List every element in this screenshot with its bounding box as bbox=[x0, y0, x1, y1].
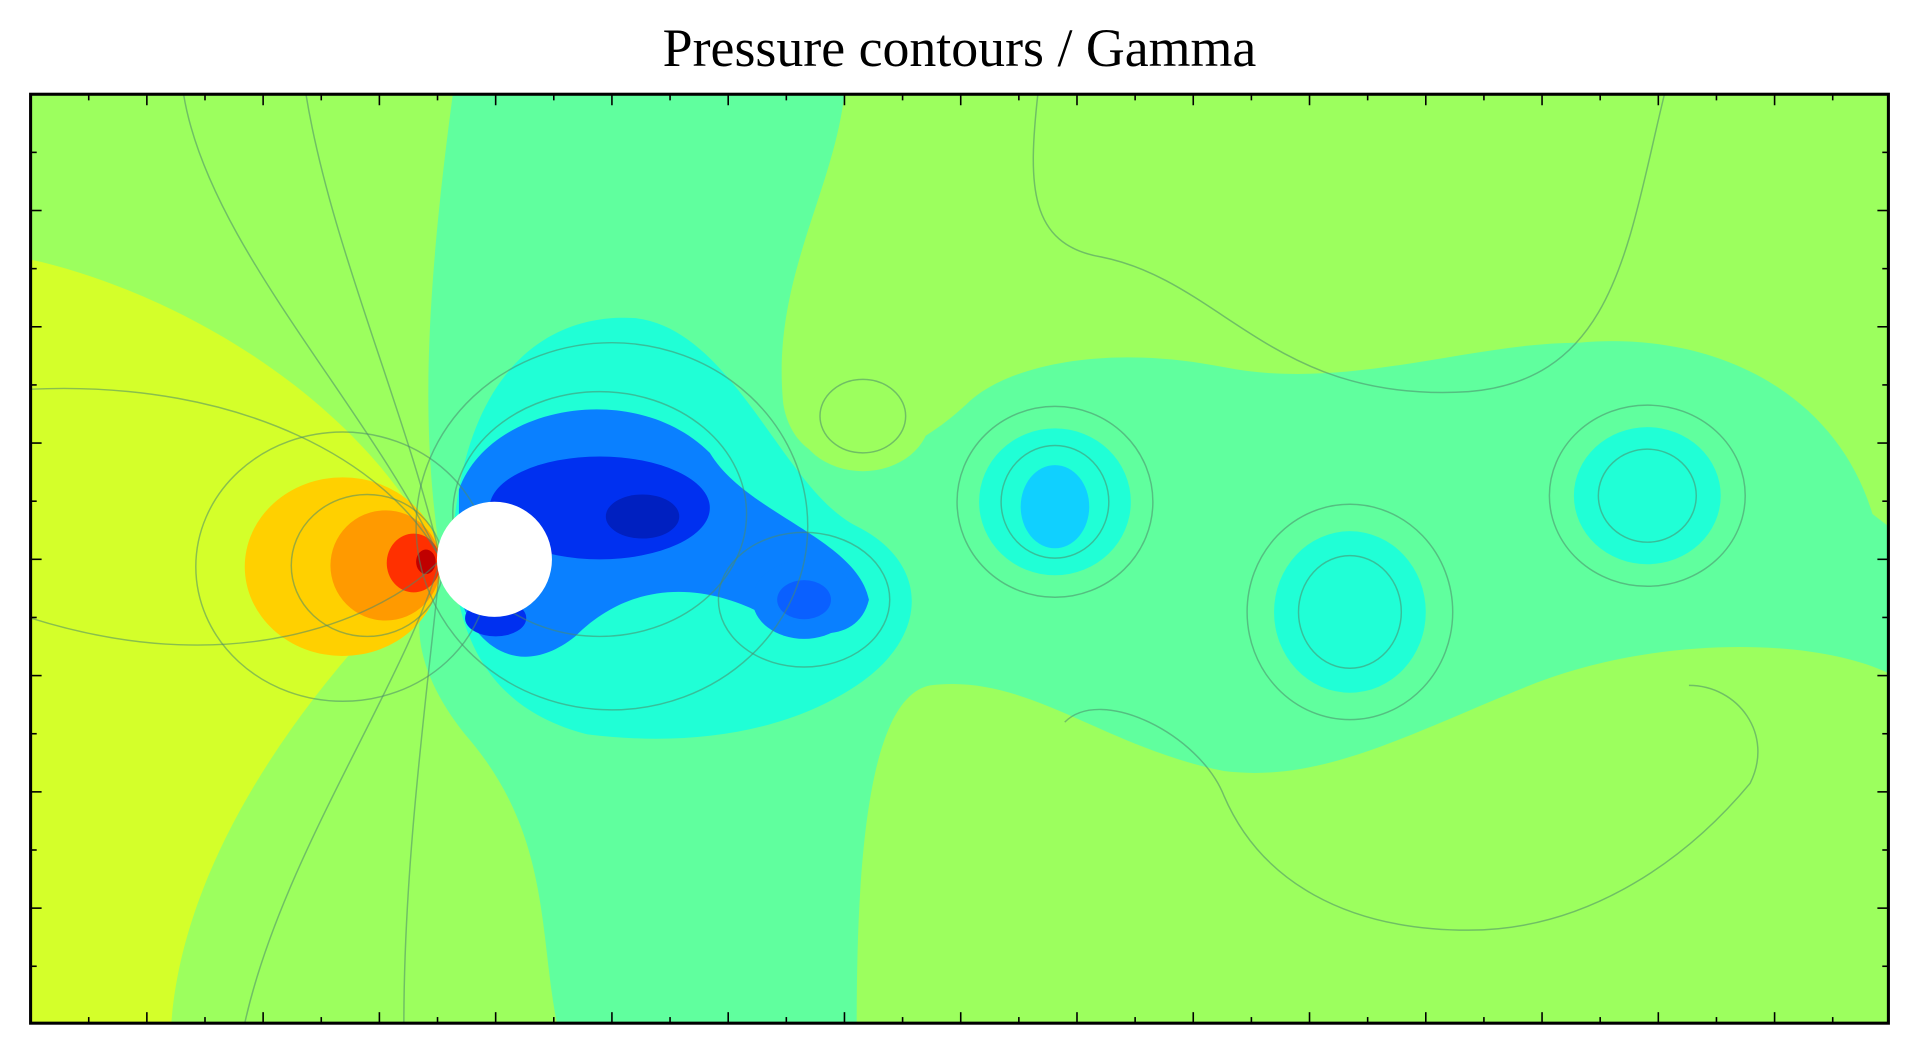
vortex-core bbox=[605, 494, 680, 539]
cylinder bbox=[436, 501, 552, 617]
stagnation-core bbox=[386, 533, 441, 593]
vortex bbox=[1274, 531, 1426, 693]
chart-title: Pressure contours / Gamma bbox=[663, 18, 1257, 78]
vortex-core bbox=[1020, 465, 1090, 549]
vortex-core bbox=[777, 580, 831, 620]
vortex bbox=[1573, 427, 1721, 565]
wake-region bbox=[419, 94, 1889, 1024]
contour-field bbox=[30, 94, 1889, 1024]
tick-marks bbox=[30, 94, 1889, 1024]
high-pressure-region bbox=[30, 259, 441, 1024]
pocket bbox=[795, 361, 931, 472]
